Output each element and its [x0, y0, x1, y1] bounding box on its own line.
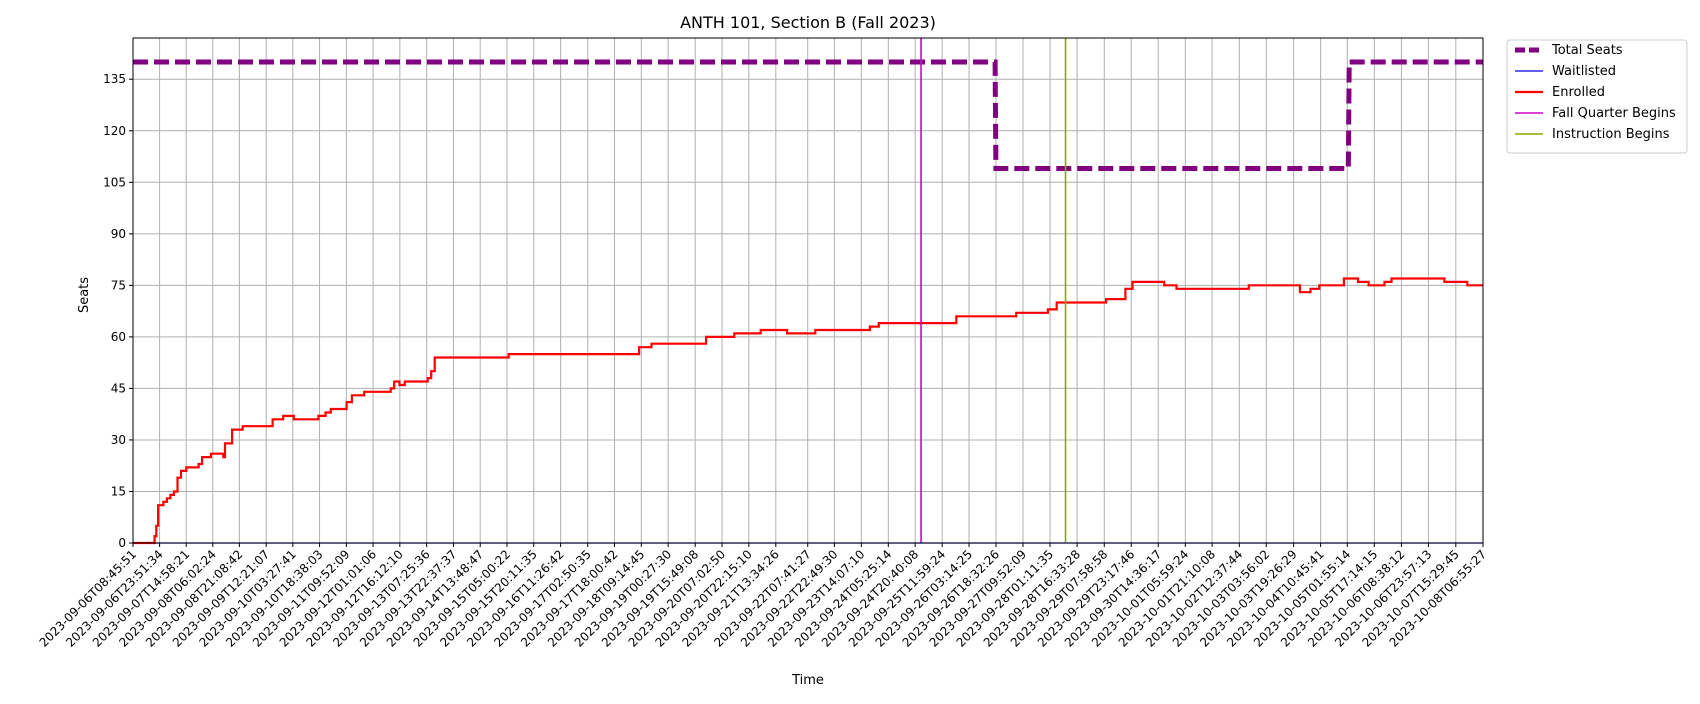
chart-title: ANTH 101, Section B (Fall 2023): [680, 13, 936, 32]
legend-label: Total Seats: [1551, 43, 1623, 58]
y-tick-label: 90: [111, 227, 126, 241]
y-axis-label: Seats: [77, 277, 92, 313]
series-line-total-seats: [133, 59, 1483, 171]
data-series: [133, 38, 1483, 545]
y-tick-label: 120: [103, 124, 126, 138]
legend-label: Enrolled: [1552, 85, 1605, 100]
y-tick-label: 135: [103, 72, 126, 86]
y-tick-label: 15: [111, 484, 126, 498]
y-tick-label: 0: [118, 536, 126, 550]
grid-lines: [132, 38, 1484, 544]
legend-box: [1506, 39, 1688, 154]
legend-label: Instruction Begins: [1552, 127, 1670, 142]
x-axis-label: Time: [791, 673, 824, 688]
y-tick-label: 45: [111, 381, 126, 395]
y-tick-label: 30: [111, 433, 126, 447]
axis-ticks: 01530456075901051201352023-09-06T08:45:5…: [37, 72, 1490, 650]
legend: Total Seats Waitlisted Enrolled Fall Quarte…: [1506, 39, 1688, 154]
legend-label: Waitlisted: [1552, 64, 1616, 79]
series-line-enrolled: [133, 277, 1483, 545]
legend-label: Fall Quarter Begins: [1552, 106, 1676, 121]
y-tick-label: 105: [103, 175, 126, 189]
y-tick-label: 75: [111, 278, 126, 292]
y-tick-label: 60: [111, 330, 126, 344]
